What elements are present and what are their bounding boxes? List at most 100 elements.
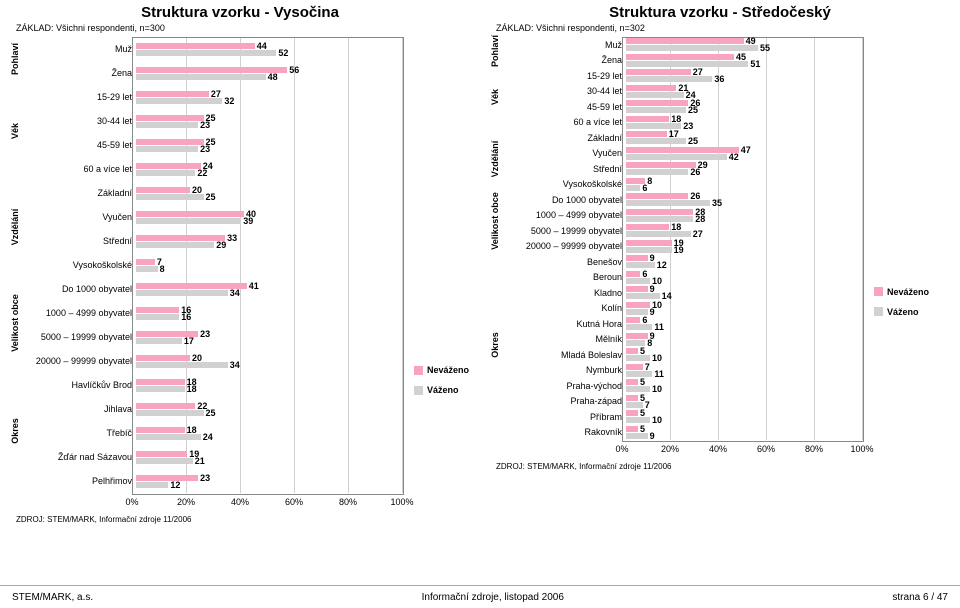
category-label: Třebíč bbox=[22, 428, 136, 438]
bar-value: 51 bbox=[748, 60, 760, 69]
bar-unweighted: 27 bbox=[136, 91, 209, 97]
bar-pair: 2736 bbox=[626, 68, 866, 84]
bar-unweighted: 7 bbox=[626, 364, 643, 370]
bar-value: 10 bbox=[650, 416, 662, 425]
footer: STEM/MARK, a.s. Informační zdroje, listo… bbox=[0, 585, 960, 608]
bar-value: 10 bbox=[650, 354, 662, 363]
category-label: Havlíčkův Brod bbox=[22, 380, 136, 390]
bar-value: 6 bbox=[640, 184, 647, 193]
category-label: 30-44 let bbox=[502, 86, 626, 96]
bar-weighted: 36 bbox=[626, 76, 712, 82]
chart-title: Struktura vzorku - Středočeský bbox=[488, 4, 952, 21]
bar-pair: 1823 bbox=[626, 115, 866, 131]
data-row: Nymburk711 bbox=[488, 363, 952, 379]
bar-pair: 4551 bbox=[626, 53, 866, 69]
category-label: 5000 – 19999 obyvatel bbox=[22, 332, 136, 342]
bar-weighted: 29 bbox=[136, 242, 214, 248]
bar-unweighted: 9 bbox=[626, 255, 648, 261]
legend-swatch bbox=[874, 287, 883, 296]
category-label: 1000 – 4999 obyvatel bbox=[22, 308, 136, 318]
bar-value: 23 bbox=[198, 121, 210, 130]
bar-value: 23 bbox=[198, 145, 210, 154]
bar-weighted: 10 bbox=[626, 386, 650, 392]
x-tick: 80% bbox=[805, 444, 823, 454]
data-row: Žena4551 bbox=[488, 53, 952, 69]
category-label: Vysokoškolské bbox=[502, 179, 626, 189]
data-row: 45-59 let2625 bbox=[488, 99, 952, 115]
group-label: Velikost obce bbox=[10, 273, 20, 373]
bar-value: 23 bbox=[681, 122, 693, 131]
bar-pair: 912 bbox=[626, 254, 866, 270]
bar-weighted: 35 bbox=[626, 200, 710, 206]
bar-unweighted: 10 bbox=[626, 302, 650, 308]
data-row: Vysokoškolské86 bbox=[488, 177, 952, 193]
category-label: 20000 – 99999 obyvatel bbox=[502, 241, 626, 251]
bar-unweighted: 6 bbox=[626, 317, 640, 323]
category-label: Vysokoškolské bbox=[22, 260, 136, 270]
plot-area: PohlavíVěkVzděláníVelikost obceOkresMuž4… bbox=[488, 37, 952, 440]
bar-value: 23 bbox=[198, 474, 210, 483]
chart-subtitle: ZÁKLAD: Všichni respondenti, n=302 bbox=[496, 23, 952, 33]
bar-pair: 611 bbox=[626, 316, 866, 332]
category-label: 45-59 let bbox=[502, 102, 626, 112]
data-row: 30-44 let2124 bbox=[488, 84, 952, 100]
bar-weighted: 48 bbox=[136, 74, 266, 80]
data-row: Příbram510 bbox=[488, 409, 952, 425]
bar-value: 36 bbox=[712, 75, 724, 84]
data-row: Do 1000 obyvatel2635 bbox=[488, 192, 952, 208]
bar-weighted: 12 bbox=[626, 262, 655, 268]
chart-source: ZDROJ: STEM/MARK, Informační zdroje 11/2… bbox=[496, 462, 952, 471]
x-tick: 40% bbox=[709, 444, 727, 454]
data-row: Střední2926 bbox=[488, 161, 952, 177]
bar-pair: 1919 bbox=[626, 239, 866, 255]
bar-pair: 1827 bbox=[626, 223, 866, 239]
bar-value: 8 bbox=[645, 339, 652, 348]
data-row: Praha-západ57 bbox=[488, 394, 952, 410]
chart-title: Struktura vzorku - Vysočina bbox=[8, 4, 472, 21]
x-tick: 100% bbox=[850, 444, 873, 454]
bar-weighted: 14 bbox=[626, 293, 660, 299]
bar-unweighted: 49 bbox=[626, 38, 744, 44]
footer-center: Informační zdroje, listopad 2006 bbox=[422, 592, 564, 603]
bar-weighted: 25 bbox=[136, 194, 204, 200]
bar-value: 56 bbox=[287, 66, 299, 75]
bar-value: 24 bbox=[201, 433, 213, 442]
category-label: Do 1000 obyvatel bbox=[22, 284, 136, 294]
bar-pair: 510 bbox=[626, 378, 866, 394]
category-label: Mladá Boleslav bbox=[502, 350, 626, 360]
bar-weighted: 34 bbox=[136, 362, 228, 368]
legend-swatch bbox=[874, 307, 883, 316]
bar-pair: 2523 bbox=[136, 109, 406, 133]
bar-value: 39 bbox=[241, 217, 253, 226]
x-tick: 20% bbox=[661, 444, 679, 454]
bar-weighted: 24 bbox=[626, 92, 684, 98]
bar-weighted: 8 bbox=[626, 340, 645, 346]
data-row: Benešov912 bbox=[488, 254, 952, 270]
category-label: Žena bbox=[22, 68, 136, 78]
bar-weighted: 39 bbox=[136, 218, 241, 224]
bar-weighted: 10 bbox=[626, 355, 650, 361]
bar-unweighted: 25 bbox=[136, 139, 204, 145]
bar-unweighted: 5 bbox=[626, 348, 638, 354]
bar-value: 48 bbox=[266, 73, 278, 82]
legend-item-weighted: Váženo bbox=[874, 307, 929, 317]
bar-weighted: 25 bbox=[626, 138, 686, 144]
bar-value: 10 bbox=[650, 385, 662, 394]
bar-pair: 86 bbox=[626, 177, 866, 193]
category-label: Benešov bbox=[502, 257, 626, 267]
data-row: Mladá Boleslav510 bbox=[488, 347, 952, 363]
bar-value: 16 bbox=[179, 313, 191, 322]
bar-value: 28 bbox=[693, 215, 705, 224]
bar-weighted: 34 bbox=[136, 290, 228, 296]
x-tick: 100% bbox=[390, 497, 413, 507]
data-row: 60 a více let1823 bbox=[488, 115, 952, 131]
bar-unweighted: 6 bbox=[626, 271, 640, 277]
bar-pair: 56 48 bbox=[136, 61, 406, 85]
category-label: Kutná Hora bbox=[502, 319, 626, 329]
bar-value: 17 bbox=[182, 337, 194, 346]
x-axis: 0%20%40%60%80%100% bbox=[132, 495, 402, 513]
bar-value: 11 bbox=[652, 370, 664, 379]
legend-label: Váženo bbox=[887, 307, 919, 317]
category-label: Beroun bbox=[502, 272, 626, 282]
category-label: Kladno bbox=[502, 288, 626, 298]
